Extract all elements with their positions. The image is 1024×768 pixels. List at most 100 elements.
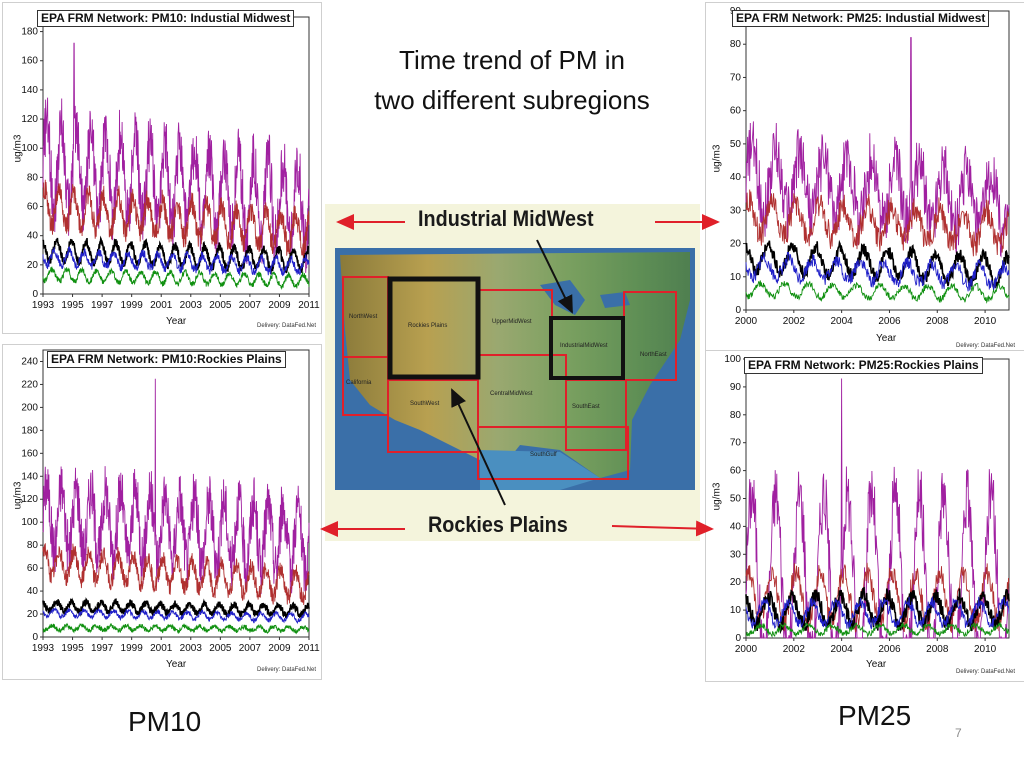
slide-title-line2: two different subregions (374, 85, 650, 115)
y-tick-label: 60 (730, 106, 742, 117)
y-tick-label: 40 (730, 521, 742, 532)
y-tick-label: 100 (21, 143, 38, 154)
x-tick-label: 1993 (32, 300, 55, 311)
chart-pm10-industrial: 0 20 40 60 80 100 120 140 160 180 1993 1995 1997 1999… (2, 2, 322, 334)
y-tick-label: 0 (735, 305, 741, 316)
label-industrial-midwest: Industrial MidWest (418, 206, 594, 231)
y-tick-label: 60 (27, 563, 39, 574)
x-tick-label: 2010 (974, 644, 997, 655)
series-line (42, 378, 310, 595)
y-tick-label: 160 (21, 56, 38, 67)
chart-title: EPA FRM Network: PM10:Rockies Plains (47, 351, 286, 368)
y-tick-label: 120 (21, 114, 38, 125)
x-tick-label: 2007 (239, 643, 262, 654)
x-tick-label: 2007 (239, 300, 262, 311)
series-line (745, 621, 1010, 638)
x-tick-label: 2009 (268, 300, 291, 311)
x-tick-label: 2011 (298, 643, 320, 654)
x-tick-label: 1997 (91, 300, 114, 311)
y-tick-label: 20 (730, 239, 742, 250)
label-rockies-plains: Rockies Plains (428, 512, 568, 537)
delivery-note: Delivery: DataFed.Net (257, 667, 317, 673)
x-tick-label: 2004 (831, 316, 854, 327)
x-tick-label: 2003 (180, 300, 203, 311)
y-tick-label: 140 (21, 471, 38, 482)
delivery-note: Delivery: DataFed.Net (956, 343, 1016, 349)
x-tick-label: 1995 (61, 300, 84, 311)
x-tick-label: 1993 (32, 643, 55, 654)
y-tick-label: 220 (21, 379, 38, 390)
x-tick-label: 1995 (61, 643, 84, 654)
y-tick-label: 0 (735, 633, 741, 644)
series-line (745, 251, 1010, 292)
y-axis-label: ug/m3 (12, 481, 24, 510)
y-axis-label: ug/m3 (711, 482, 723, 511)
series-line (42, 235, 310, 275)
y-tick-label: 30 (730, 549, 742, 560)
x-tick-label: 2006 (878, 316, 901, 327)
plot-frame (42, 349, 310, 638)
y-tick-label: 100 (21, 517, 38, 528)
y-tick-label: 60 (27, 202, 39, 213)
x-tick-label: 1999 (121, 300, 144, 311)
y-tick-label: 40 (27, 586, 39, 597)
series-line (42, 245, 310, 277)
y-tick-label: 0 (32, 289, 38, 300)
x-tick-label: 2003 (180, 643, 203, 654)
chart-pm25-rockies-svg: 0 10 20 30 40 50 60 70 80 90 100 2000 2002 2004 2006 20… (724, 354, 1010, 655)
y-tick-label: 30 (730, 205, 742, 216)
x-tick-label: 2005 (209, 643, 232, 654)
y-tick-label: 80 (27, 540, 39, 551)
label-pm25: PM25 (838, 700, 912, 731)
x-tick-label: 2002 (783, 316, 806, 327)
x-tick-label: 2011 (298, 300, 320, 311)
x-tick-label: 2009 (268, 643, 291, 654)
x-tick-label: 2001 (150, 300, 173, 311)
x-tick-label: 2004 (831, 644, 854, 655)
chart-pm25-industrial: 0102030405060708090200020022004200620082… (705, 2, 1024, 354)
chart-pm10-rockies-svg: 0 20 40 60 80 100 120 140 160 180 200 220 240 1993 199… (21, 349, 320, 654)
y-tick-label: 80 (27, 172, 39, 183)
x-tick-label: 2001 (150, 643, 173, 654)
x-tick-label: 2005 (209, 300, 232, 311)
y-tick-label: 240 (21, 356, 38, 367)
series-line (745, 189, 1010, 257)
slide-title: Time trend of PM in two different subreg… (322, 40, 702, 120)
delivery-note: Delivery: DataFed.Net (257, 323, 317, 329)
x-axis-label: Year (866, 659, 887, 670)
y-tick-label: 10 (730, 272, 742, 283)
x-tick-label: 2000 (735, 316, 758, 327)
series-line (42, 179, 310, 261)
chart-pm10-rockies: 0 20 40 60 80 100 120 140 160 180 200 220 240 1993 199… (2, 344, 322, 680)
y-tick-label: 200 (21, 402, 38, 413)
y-tick-label: 10 (730, 605, 742, 616)
page-number: 7 (955, 726, 962, 740)
chart-title: EPA FRM Network: PM25: Industial Midwest (732, 10, 990, 27)
series-line (42, 266, 310, 291)
x-axis-label: Year (166, 316, 187, 327)
x-tick-label: 1997 (91, 643, 114, 654)
y-tick-label: 80 (730, 39, 742, 50)
y-tick-label: 50 (730, 494, 742, 505)
series-line (42, 622, 310, 635)
y-tick-label: 180 (21, 27, 38, 38)
y-axis-label: ug/m3 (711, 144, 723, 173)
y-tick-label: 180 (21, 425, 38, 436)
series-line (42, 606, 310, 625)
y-tick-label: 20 (27, 260, 39, 271)
chart-title: EPA FRM Network: PM25:Rockies Plains (744, 357, 983, 374)
x-axis-label: Year (166, 659, 187, 670)
y-tick-label: 20 (730, 577, 742, 588)
series-line (42, 543, 310, 606)
x-tick-label: 2008 (926, 644, 949, 655)
y-tick-label: 50 (730, 139, 742, 150)
y-tick-label: 160 (21, 448, 38, 459)
series-line (745, 378, 1010, 640)
x-tick-label: 2010 (974, 316, 997, 327)
y-tick-label: 80 (730, 410, 742, 421)
series-line (42, 597, 310, 619)
series-line (745, 596, 1010, 630)
y-tick-label: 140 (21, 85, 38, 96)
series-line (42, 42, 310, 273)
x-tick-label: 2008 (926, 316, 949, 327)
